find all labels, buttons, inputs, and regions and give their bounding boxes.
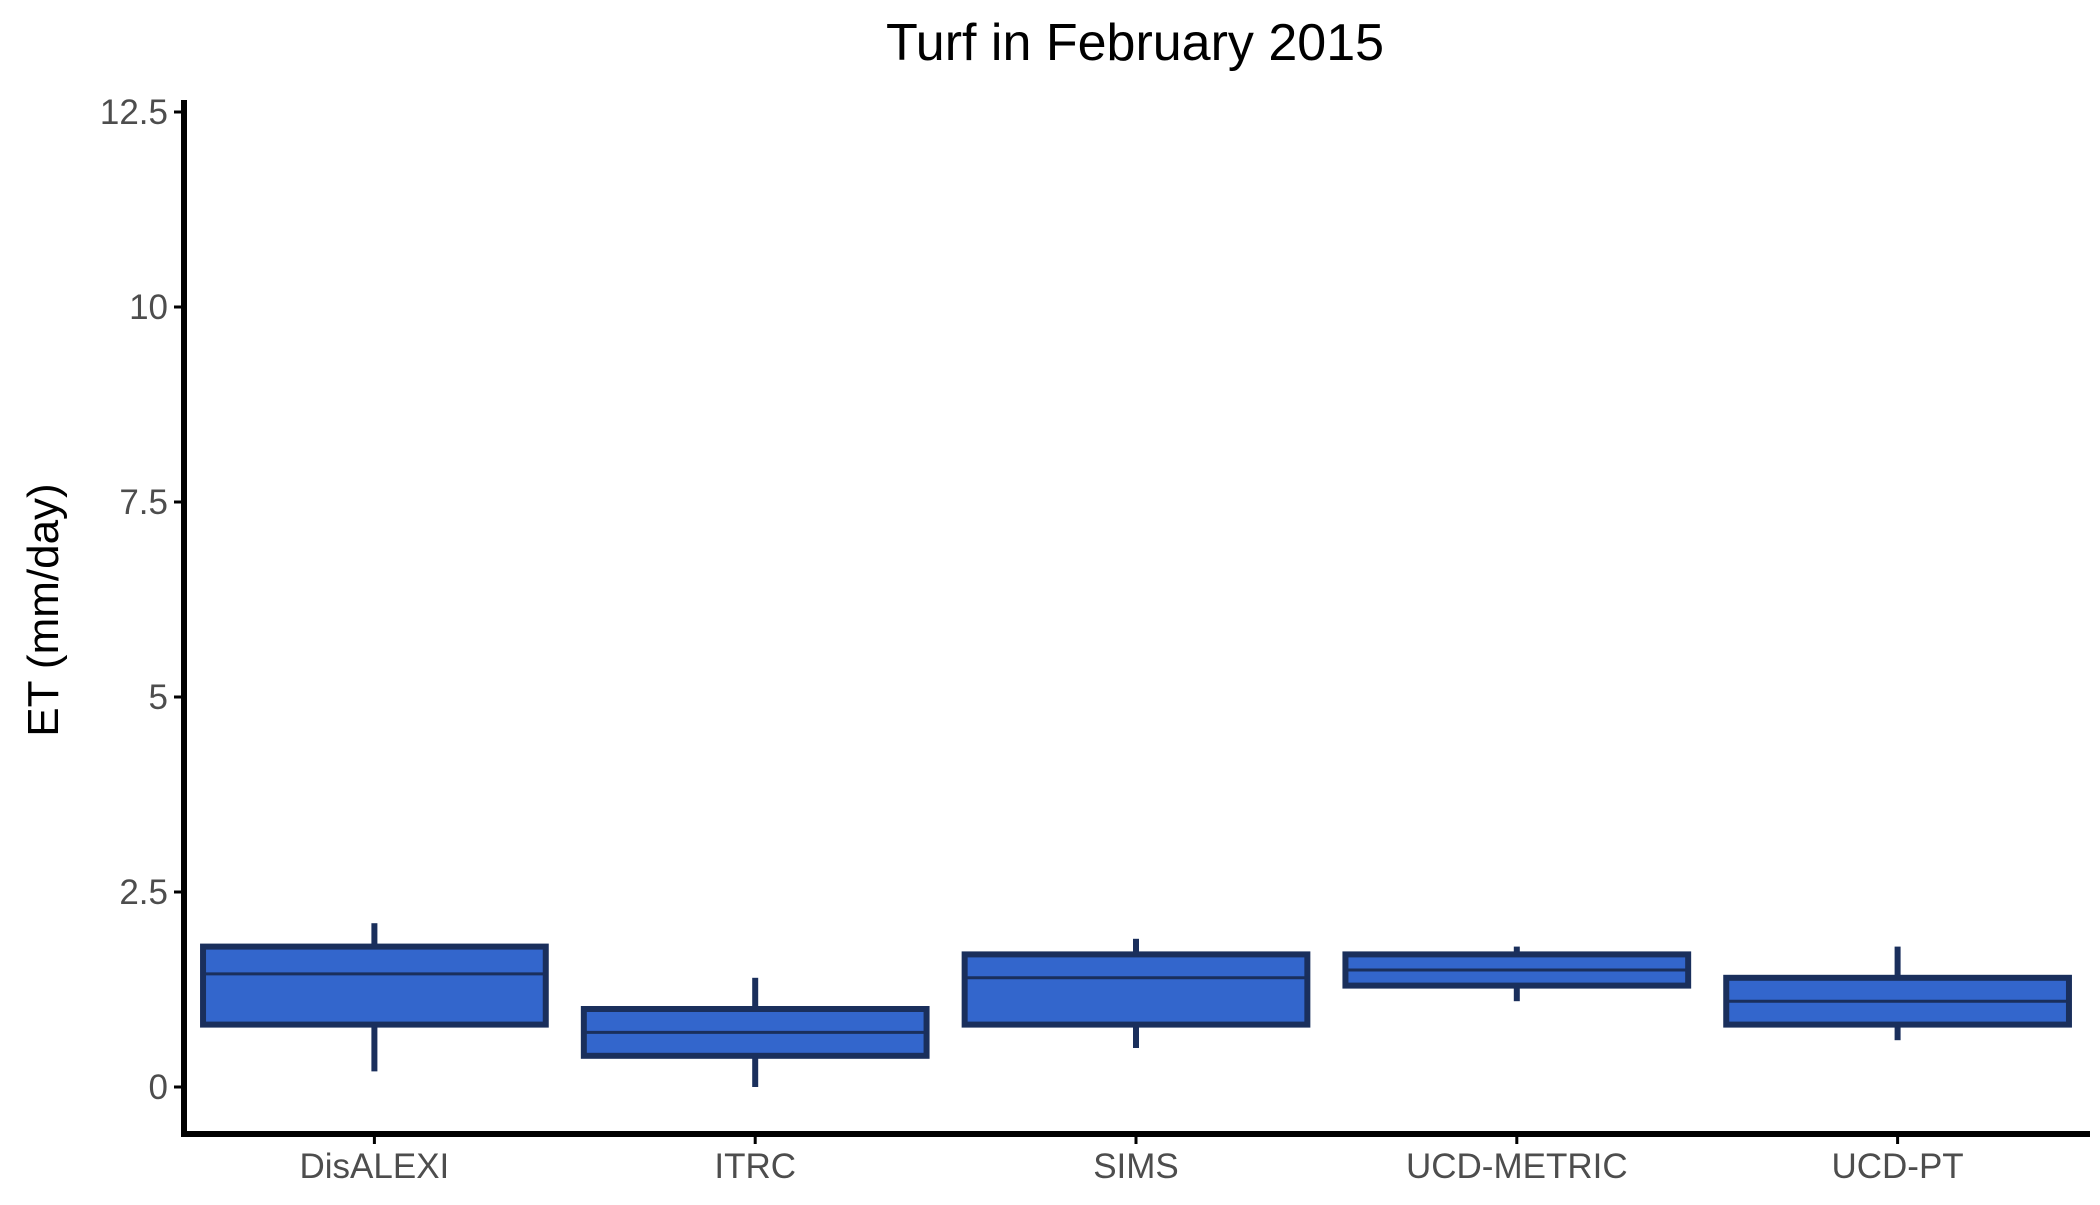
- y-tick-label: 7.5: [119, 483, 168, 522]
- y-tick-label: 10: [129, 288, 168, 327]
- y-tick-label: 2.5: [119, 873, 168, 912]
- x-tick-label: ITRC: [714, 1147, 796, 1186]
- x-tick-label: SIMS: [1093, 1147, 1179, 1186]
- plot-area: [200, 923, 2072, 1087]
- box: [961, 951, 1311, 1028]
- y-tick-label: 5: [149, 678, 168, 717]
- ticks: 0 2.5 5 7.5 10 12.5 DisALEXI ITRC SIMS UCD-METRIC…: [100, 93, 1964, 1186]
- x-tick-label: DisALEXI: [300, 1147, 450, 1186]
- y-tick-label: 12.5: [100, 93, 168, 132]
- box: [200, 943, 549, 1028]
- chart-title: Turf in February 2015: [886, 14, 1384, 72]
- y-axis-title: ET (mm/day): [19, 483, 68, 736]
- y-tick-label: 0: [149, 1068, 168, 1107]
- x-tick-label: UCD-PT: [1831, 1147, 1963, 1186]
- x-tick-label: UCD-METRIC: [1406, 1147, 1628, 1186]
